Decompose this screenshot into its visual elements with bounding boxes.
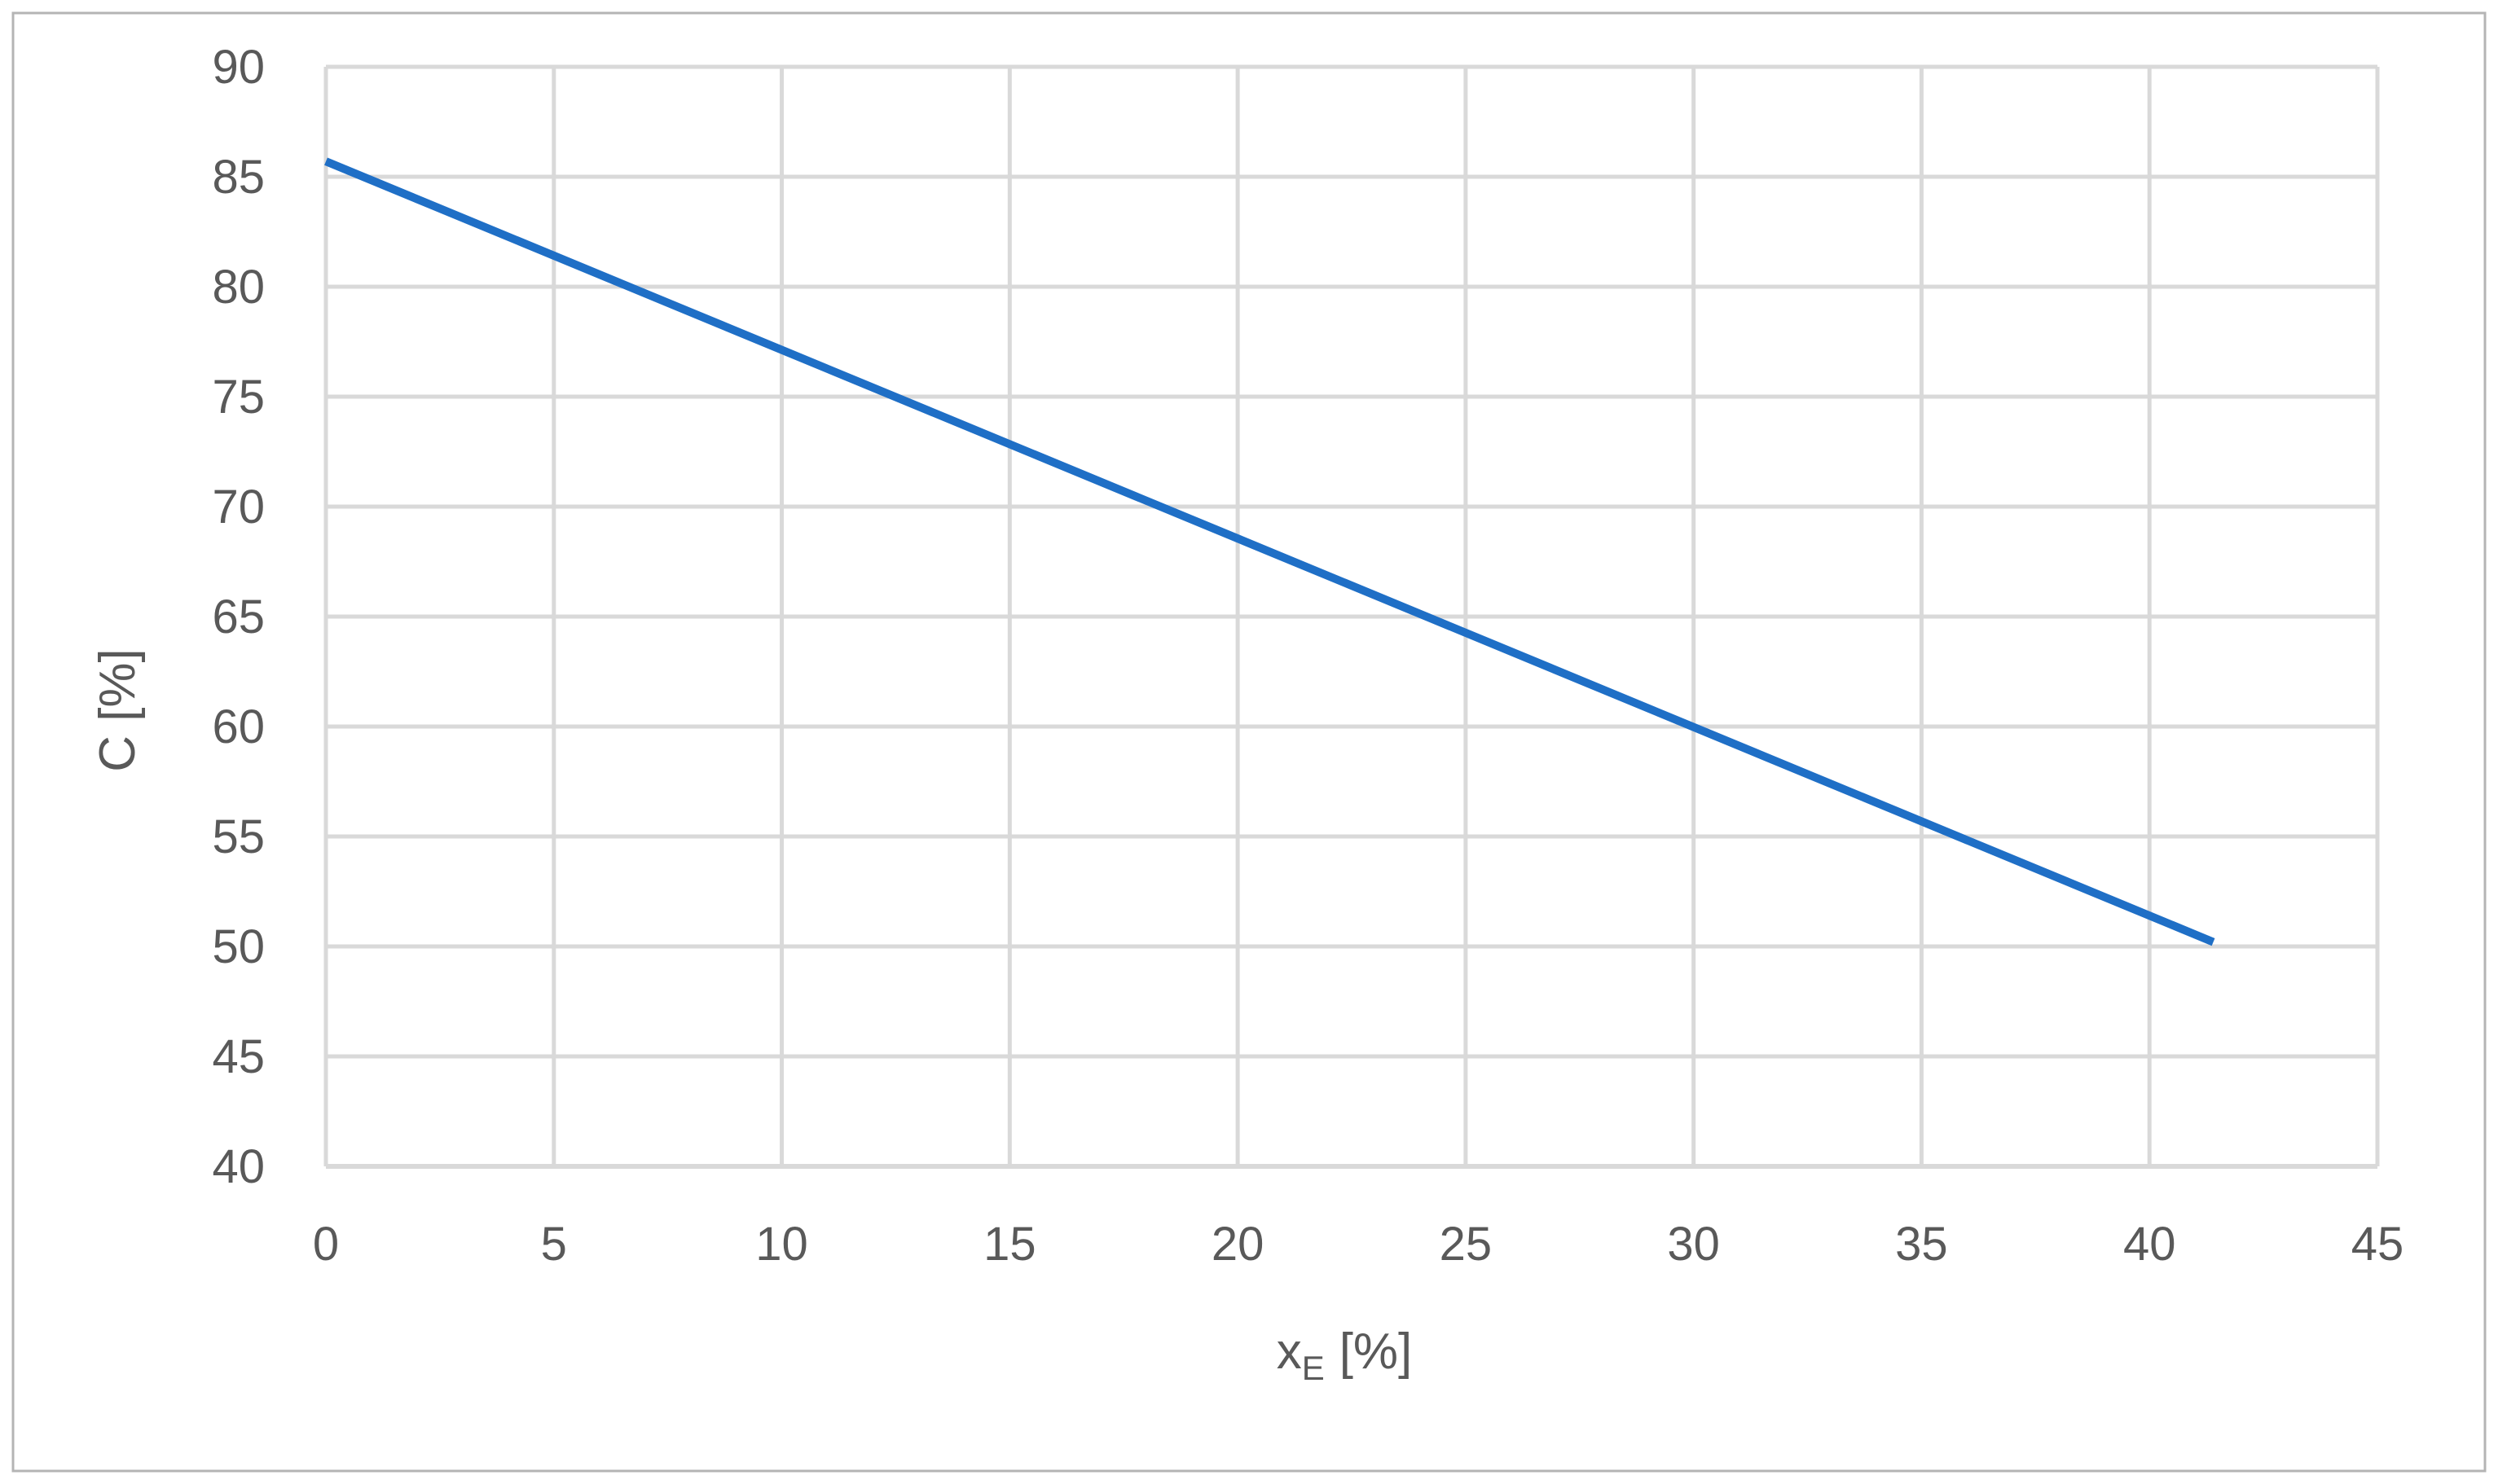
x-tick-label: 35: [1895, 1218, 1948, 1271]
series-layer: [324, 157, 2215, 946]
x-tick-labels: 0 5 10 15 20 25 30 35 40 45: [313, 1218, 2403, 1271]
x-axis-title: xE [%]: [1277, 1324, 1413, 1387]
x-axis-title-unit: [%]: [1339, 1324, 1413, 1380]
y-axis-title: C [%]: [90, 648, 146, 772]
x-tick-label: 30: [1667, 1218, 1720, 1271]
y-tick-label: 75: [212, 371, 265, 424]
y-tick-label: 45: [212, 1030, 265, 1083]
y-tick-label: 60: [212, 700, 265, 753]
y-tick-label: 65: [212, 591, 265, 643]
y-tick-labels: 40 45 50 55 60 65 70 75 80 85 90: [212, 41, 265, 1193]
y-tick-label: 70: [212, 481, 265, 533]
series-line: [324, 157, 2215, 946]
x-tick-label: 5: [541, 1218, 567, 1271]
x-tick-label: 20: [1212, 1218, 1264, 1271]
x-tick-label: 25: [1440, 1218, 1493, 1271]
chart-border: [11, 11, 2487, 1473]
x-axis-title-main: x: [1277, 1324, 1302, 1380]
y-tick-label: 50: [212, 920, 265, 973]
y-tick-label: 40: [212, 1140, 265, 1193]
y-tick-label: 55: [212, 810, 265, 863]
grid: [323, 64, 2380, 1169]
y-tick-label: 90: [212, 41, 265, 94]
x-tick-label: 15: [983, 1218, 1036, 1271]
x-tick-label: 0: [313, 1218, 339, 1271]
x-axis-title-subscript: E: [1302, 1349, 1325, 1387]
x-tick-label: 45: [2351, 1218, 2404, 1271]
y-tick-label: 80: [212, 261, 265, 314]
y-tick-label: 85: [212, 151, 265, 204]
x-tick-label: 10: [755, 1218, 808, 1271]
x-tick-label: 40: [2123, 1218, 2176, 1271]
